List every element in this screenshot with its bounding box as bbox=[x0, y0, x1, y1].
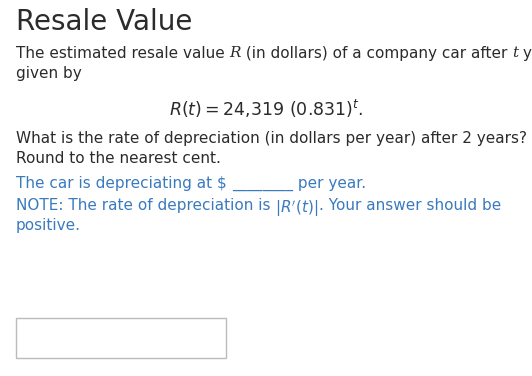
Text: NOTE: The rate of depreciation is: NOTE: The rate of depreciation is bbox=[16, 198, 276, 213]
Text: $|R'(t)|$: $|R'(t)|$ bbox=[276, 198, 319, 218]
Text: Resale Value: Resale Value bbox=[16, 8, 193, 36]
Text: The car is depreciating at $: The car is depreciating at $ bbox=[16, 176, 231, 191]
Text: The estimated resale value: The estimated resale value bbox=[16, 46, 230, 61]
Text: Round to the nearest cent.: Round to the nearest cent. bbox=[16, 151, 221, 166]
Text: What is the rate of depreciation (in dollars per year) after 2 years?: What is the rate of depreciation (in dol… bbox=[16, 131, 527, 146]
Text: positive.: positive. bbox=[16, 218, 81, 233]
Text: ________: ________ bbox=[231, 176, 293, 191]
Text: R: R bbox=[230, 46, 241, 60]
Text: . Your answer should be: . Your answer should be bbox=[319, 198, 501, 213]
FancyBboxPatch shape bbox=[16, 318, 226, 358]
Text: t: t bbox=[512, 46, 519, 60]
Text: (in dollars) of a company car after: (in dollars) of a company car after bbox=[241, 46, 512, 61]
Text: per year.: per year. bbox=[293, 176, 366, 191]
Text: years is: years is bbox=[519, 46, 532, 61]
Text: $R(t) = 24{,}319\ (0.831)^{t}.$: $R(t) = 24{,}319\ (0.831)^{t}.$ bbox=[169, 98, 363, 120]
Text: given by: given by bbox=[16, 66, 82, 81]
